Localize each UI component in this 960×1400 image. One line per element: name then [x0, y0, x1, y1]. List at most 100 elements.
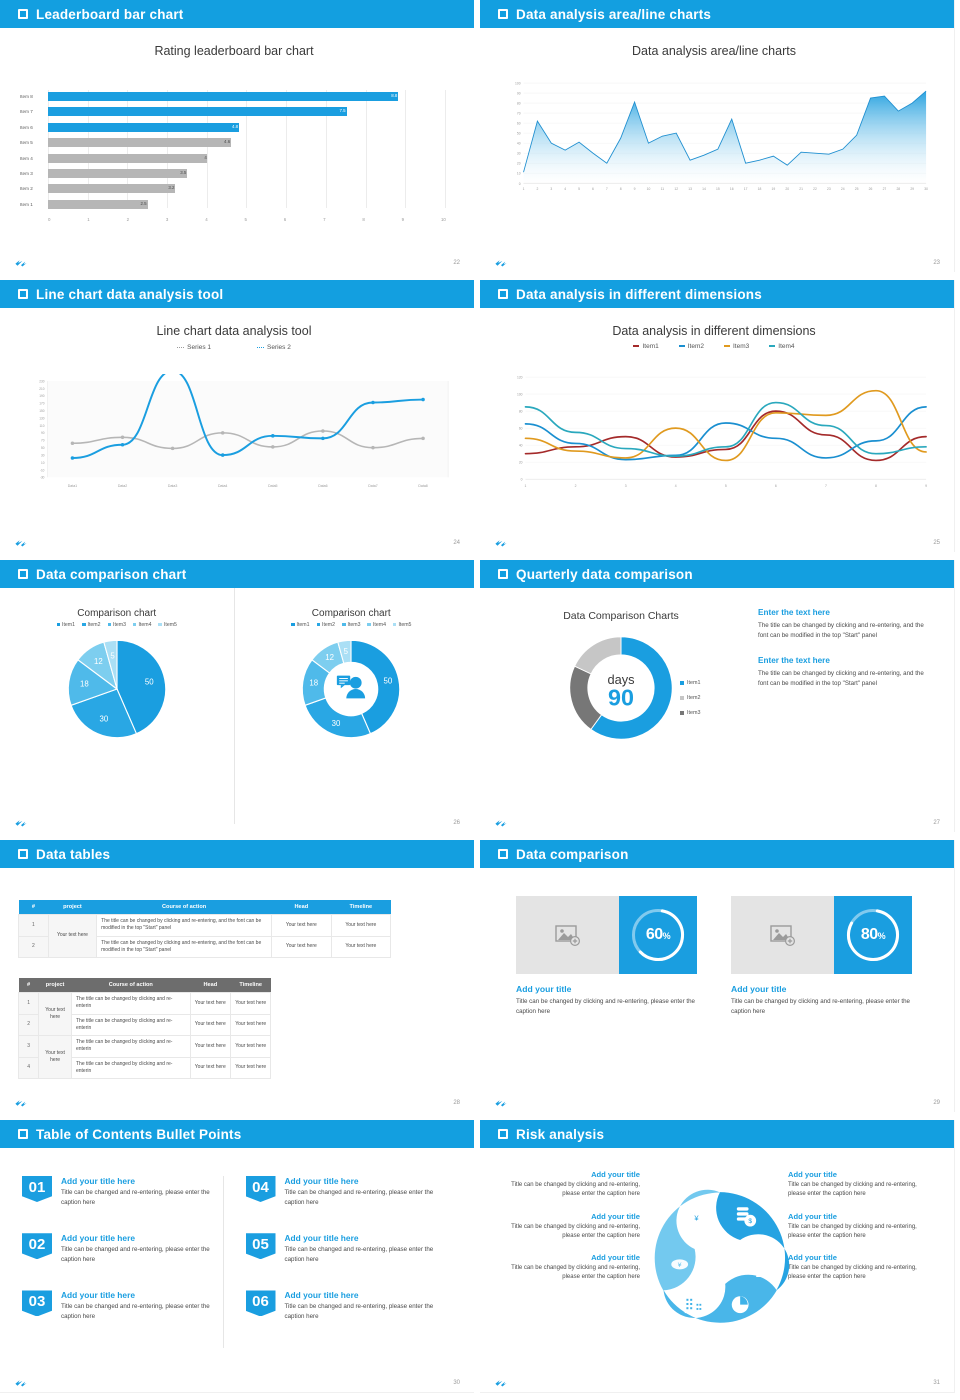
- x-axis-tick: Data8: [418, 484, 427, 488]
- bar-value-label: 3.2: [168, 185, 175, 191]
- toc-item[interactable]: 04 Add your title here Title can be change…: [245, 1176, 447, 1207]
- line-series: [524, 389, 927, 462]
- legend-label: Item3: [733, 343, 750, 350]
- table-header-cell: Course of action: [96, 900, 272, 915]
- axis-tick: 7: [323, 217, 326, 222]
- toc-item-title: Add your title here: [61, 1176, 135, 1186]
- gutter: [0, 552, 480, 560]
- table-cell-head: Your text here: [271, 935, 332, 958]
- risk-item[interactable]: Add your title Title can be changed by cl…: [788, 1170, 936, 1200]
- card-title: Add your title: [516, 984, 572, 994]
- toc-item[interactable]: 03 Add your title here Title can be change…: [22, 1290, 223, 1321]
- table-header-cell: project: [38, 978, 72, 993]
- comparison-cards: 60% Add your title Title can be changed …: [516, 896, 912, 1017]
- toc-item[interactable]: 02 Add your title here Title can be change…: [22, 1233, 223, 1264]
- bar-category-label: Item 2: [20, 186, 33, 192]
- x-axis-tick: 8: [875, 484, 877, 488]
- quarterly-chart-area: Data Comparison Charts days 90: [496, 596, 746, 752]
- checkbox-square-icon: [498, 569, 508, 579]
- legend-label: Item2: [687, 343, 704, 350]
- image-placeholder[interactable]: [516, 896, 619, 974]
- bar-fill: 2.5: [48, 199, 148, 209]
- legend-swatch: [257, 346, 264, 348]
- table-row[interactable]: 3 Your text here The title can be changed …: [17, 1035, 272, 1079]
- table-cell-index: 1: [17, 992, 40, 1015]
- toc-item[interactable]: 01 Add your title here Title can be change…: [22, 1176, 223, 1207]
- legend-swatch: [633, 345, 640, 348]
- table-cell-head: Your text here: [271, 914, 332, 937]
- brand-logo-icon: [15, 1100, 27, 1107]
- image-placeholder[interactable]: [731, 896, 834, 974]
- axis-tick: 3: [165, 217, 169, 222]
- people-icon: [756, 1262, 777, 1277]
- page-number: 24: [453, 540, 460, 546]
- chart-title: Data Comparison Charts: [563, 610, 679, 622]
- table-cell-index: 2: [18, 935, 49, 958]
- table-header-cell: Head: [271, 900, 332, 915]
- data-point: [321, 429, 325, 433]
- table-row[interactable]: 2 The title can be changed by clicking an…: [17, 1013, 272, 1036]
- table-header-cell: Course of action: [71, 978, 191, 993]
- table-row[interactable]: 1 Your text here The title can be changed …: [18, 914, 392, 958]
- slide-surface: Data comparison chart Comparison chart I…: [0, 560, 474, 832]
- risk-item[interactable]: Add your title Title can be changed by cl…: [788, 1212, 936, 1242]
- table-cell-timeline: Your text here: [229, 1056, 272, 1079]
- x-axis-tick: 1: [523, 187, 525, 191]
- y-axis-tick: 90: [517, 92, 521, 96]
- data-table-secondary[interactable]: # project Course of action Head Timeline 1 You…: [17, 978, 272, 1079]
- bar-category-label: Item 5: [20, 140, 33, 146]
- data-table-primary[interactable]: # project Course of action Head Timeline 1 You…: [18, 900, 392, 958]
- bar-fill: 3.2: [48, 184, 176, 194]
- data-point: [220, 453, 225, 457]
- slide-surface: Data analysis in different dimensions Da…: [480, 280, 954, 552]
- table-cell-index: 4: [17, 1056, 40, 1079]
- x-axis-tick: 12: [674, 187, 678, 191]
- data-point: [120, 442, 125, 447]
- presenter-icon: [337, 675, 366, 699]
- legend-label: Series 1: [187, 344, 211, 351]
- table-cell-timeline: Your text here: [229, 1035, 272, 1058]
- y-axis-tick: 90: [41, 431, 45, 435]
- table-row[interactable]: 4 The title can be changed by clicking an…: [17, 1056, 272, 1079]
- legend-label: Item2: [87, 622, 101, 628]
- risk-item[interactable]: Add your title Title can be changed by cl…: [788, 1253, 936, 1283]
- bar-category-label: Item 1: [20, 201, 33, 207]
- percent-number: 80: [860, 926, 878, 943]
- bar-track: 3.5: [48, 168, 446, 178]
- slice-value-label: 12: [326, 653, 335, 662]
- text-block: Enter the text here The title can be cha…: [758, 656, 934, 688]
- toc-item[interactable]: 05 Add your title here Title can be change…: [245, 1233, 447, 1264]
- pie-slice: [304, 697, 372, 739]
- legend-item: Item3: [107, 622, 126, 628]
- percent-ring: 80%: [834, 896, 912, 974]
- data-point: [421, 436, 425, 441]
- toc-item[interactable]: 06 Add your title here Title can be change…: [245, 1290, 447, 1321]
- risk-item[interactable]: Add your title Title can be changed by cl…: [492, 1253, 640, 1283]
- slice-value-label: 30: [99, 715, 108, 724]
- toc-column-left: 01 Add your title here Title can be change…: [22, 1176, 224, 1348]
- x-axis-tick: 7: [825, 484, 827, 488]
- bar-value-label: 4.6: [224, 139, 231, 145]
- table-row[interactable]: 2 The title can be changed by clicking an…: [18, 935, 392, 958]
- chart-title: Comparison chart: [311, 608, 391, 619]
- gutter: [474, 560, 480, 840]
- x-axis-tick: 15: [716, 187, 720, 191]
- comparison-card: 80% Add your title Title can be changed …: [731, 896, 912, 1017]
- legend-swatch: [342, 622, 346, 627]
- bar-track: 2.5: [48, 199, 446, 209]
- risk-item[interactable]: Add your title Title can be changed by cl…: [492, 1212, 640, 1242]
- y-axis-tick: 40: [517, 142, 521, 146]
- table-row[interactable]: 1 Your text here The title can be changed …: [17, 992, 272, 1036]
- legend-swatch: [724, 345, 730, 348]
- table-cell-head: Your text here: [189, 992, 231, 1015]
- gutter: [474, 840, 480, 1120]
- pie-slice: [67, 659, 118, 707]
- toc-item-title: Add your title here: [61, 1290, 135, 1301]
- risk-item[interactable]: Add your title Title can be changed by cl…: [492, 1170, 640, 1200]
- slide-header-title: Leaderboard bar chart: [36, 6, 184, 22]
- card-title: Add your title: [731, 984, 787, 994]
- legend-label: Series 2: [267, 344, 291, 351]
- slide-surface: Risk analysis Add your title Title can be…: [480, 1120, 954, 1392]
- table-header-row: # project Course of action Head Timeline: [18, 978, 271, 993]
- table-header-cell: project: [48, 900, 97, 915]
